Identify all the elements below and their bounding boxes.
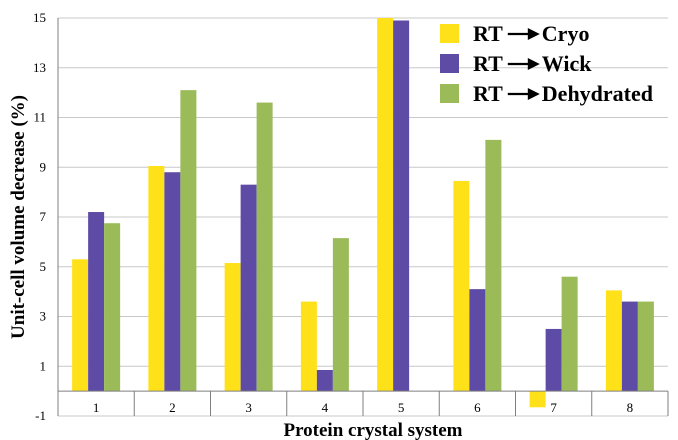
bar xyxy=(300,301,317,392)
bar xyxy=(180,90,197,392)
y-tick-label: 3 xyxy=(40,309,47,324)
legend-arrowhead-icon xyxy=(527,28,540,40)
bar xyxy=(224,263,241,392)
bar xyxy=(332,238,349,392)
legend: RT Cryo RT Wick RT Dehydrated xyxy=(440,21,653,106)
bar xyxy=(104,223,121,392)
bar xyxy=(621,301,638,392)
y-tick-label: -1 xyxy=(35,408,46,423)
y-tick-label: 15 xyxy=(33,10,46,25)
y-tick-label: 9 xyxy=(40,159,47,174)
bar xyxy=(164,172,181,392)
y-tick-label: 5 xyxy=(40,259,47,274)
legend-swatch xyxy=(440,84,459,103)
y-tick-label: 13 xyxy=(33,60,46,75)
x-tick-label: 2 xyxy=(169,400,176,415)
bar xyxy=(72,259,89,392)
bar xyxy=(316,369,333,392)
x-tick-label: 6 xyxy=(474,400,481,415)
bar xyxy=(148,166,165,392)
legend-arrowhead-icon xyxy=(527,58,540,70)
bar xyxy=(545,328,562,392)
legend-label-suffix: Dehydrated xyxy=(542,81,653,106)
y-tick-label: 7 xyxy=(40,209,47,224)
y-tick-label: 1 xyxy=(40,358,47,373)
legend-label-prefix: RT xyxy=(473,81,503,106)
bar xyxy=(561,276,578,392)
x-tick-label: 8 xyxy=(627,400,634,415)
bar xyxy=(485,139,502,392)
x-tick-label: 3 xyxy=(245,400,252,415)
bar xyxy=(453,180,470,392)
bar xyxy=(529,391,546,408)
x-tick-label: 1 xyxy=(93,400,100,415)
legend-label-suffix: Cryo xyxy=(542,21,590,46)
bar xyxy=(605,290,622,392)
bar xyxy=(256,102,273,392)
bars xyxy=(72,18,654,408)
bar xyxy=(469,289,486,392)
x-tick-label: 4 xyxy=(322,400,329,415)
legend-label-prefix: RT xyxy=(473,51,503,76)
legend-swatch xyxy=(440,54,459,73)
x-tick-label: 7 xyxy=(550,400,557,415)
x-tick-labels: 1 2 3 4 5 6 7 8 xyxy=(93,400,633,415)
bar xyxy=(88,212,105,392)
y-axis-title: Unit-cell volume decrease (%) xyxy=(8,95,29,339)
bar xyxy=(393,20,410,392)
legend-label-suffix: Wick xyxy=(542,51,592,76)
legend-arrowhead-icon xyxy=(527,88,540,100)
y-tick-label: 11 xyxy=(33,110,46,125)
legend-label-prefix: RT xyxy=(473,21,503,46)
bar xyxy=(637,301,654,392)
bar xyxy=(377,18,394,392)
x-axis-title: Protein crystal system xyxy=(283,420,462,440)
legend-swatch xyxy=(440,24,459,43)
x-tick-label: 5 xyxy=(398,400,405,415)
bar xyxy=(240,184,257,392)
